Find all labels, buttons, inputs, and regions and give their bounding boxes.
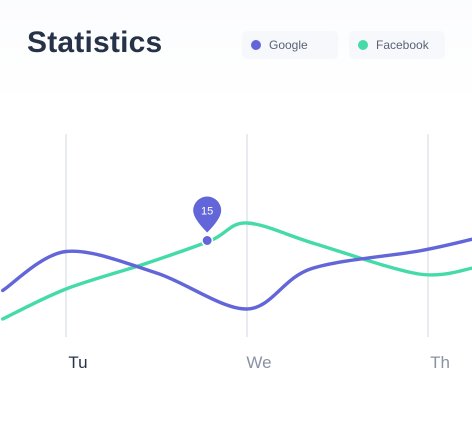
annotation-pin [193, 196, 222, 233]
x-tick-label-we: We [246, 353, 271, 372]
series-line-google [1, 237, 472, 311]
google-legend-dot [251, 40, 261, 50]
legend-facebook[interactable]: Facebook [349, 31, 445, 59]
x-tick-label-th: Th [430, 353, 450, 372]
page-title: Statistics [27, 26, 163, 59]
facebook-legend-dot [358, 40, 368, 50]
series-line-facebook [1, 221, 472, 321]
annotation-label: 15 [201, 206, 213, 218]
legend-google-label: Google [269, 38, 308, 52]
legend-google[interactable]: Google [242, 31, 338, 59]
annotation-point [201, 234, 214, 247]
x-tick-label-tu: Tu [68, 353, 87, 372]
legend-facebook-label: Facebook [376, 38, 429, 52]
